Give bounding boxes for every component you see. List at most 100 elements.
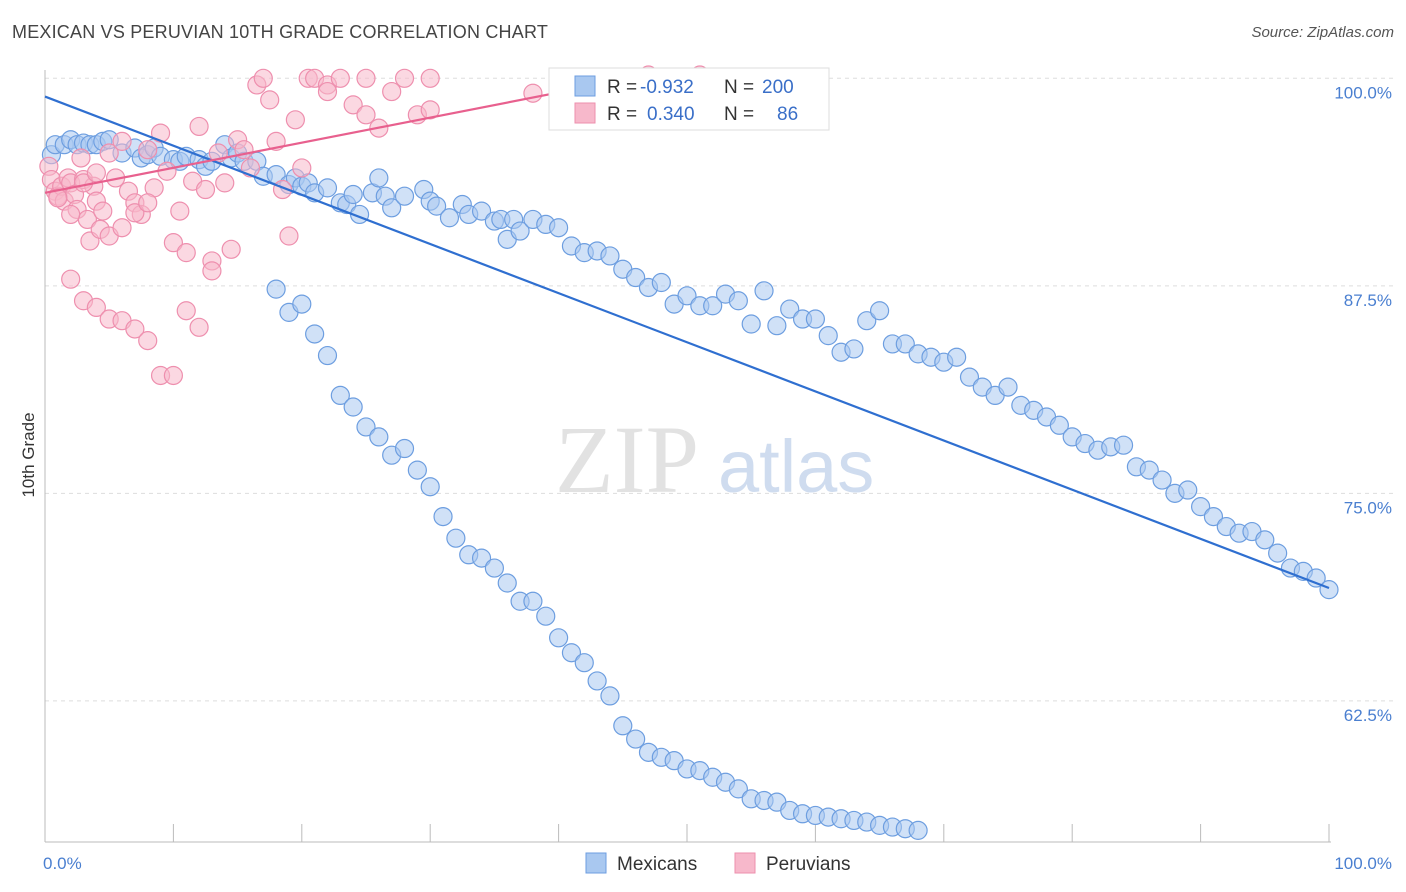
legend-r-label-1: R = bbox=[607, 77, 637, 98]
mexicans-point-102 bbox=[1113, 435, 1134, 455]
watermark-atlas: atlas bbox=[718, 425, 874, 508]
peruvians-point-62 bbox=[86, 297, 106, 318]
mexicans-point-70 bbox=[703, 296, 723, 316]
mexicans-point-135 bbox=[471, 548, 492, 568]
legend-n-label-2: N = bbox=[724, 104, 754, 125]
mexicans-point-114 bbox=[1268, 543, 1288, 563]
peruvians-trendline bbox=[44, 73, 649, 194]
mexicans-point-72 bbox=[728, 291, 748, 311]
peruvians-point-47 bbox=[285, 110, 305, 130]
peruvians-point-68 bbox=[163, 365, 183, 386]
mexicans-point-144 bbox=[587, 671, 607, 691]
peruvians-point-82 bbox=[420, 100, 440, 120]
peruvians-point-30 bbox=[176, 243, 196, 263]
peruvians-point-17 bbox=[93, 201, 113, 221]
mexicans-point-107 bbox=[1178, 480, 1198, 500]
mexicans-point-127 bbox=[369, 427, 389, 447]
mexicans-point-146 bbox=[613, 716, 633, 736]
mexicans-point-50 bbox=[471, 201, 492, 221]
mexicans-point-113 bbox=[1255, 530, 1275, 550]
peruvians-point-57 bbox=[394, 68, 415, 88]
chart-title: MEXICAN VS PERUVIAN 10TH GRADE CORRELATI… bbox=[12, 22, 549, 42]
peruvians-point-77 bbox=[112, 218, 132, 238]
peruvians-point-66 bbox=[138, 331, 158, 351]
mexicans-point-141 bbox=[548, 628, 569, 648]
peruvians-point-80 bbox=[317, 81, 338, 102]
peruvians-point-79 bbox=[138, 193, 158, 213]
mexicans-point-42 bbox=[382, 198, 402, 218]
mexicans-point-78 bbox=[805, 309, 826, 329]
legend-n-value-peruvians: 86 bbox=[777, 104, 798, 125]
peruvians-point-70 bbox=[189, 317, 209, 337]
peruvians-point-78 bbox=[125, 203, 145, 223]
mexicans-point-119 bbox=[266, 279, 286, 299]
x-tick-label-max: 100.0% bbox=[1334, 854, 1392, 873]
bottom-legend-mexicans: Mexicans bbox=[617, 854, 697, 875]
mexicans-point-66 bbox=[651, 272, 671, 293]
peruvians-point-33 bbox=[195, 179, 216, 200]
mexicans-point-145 bbox=[600, 686, 620, 706]
mexicans-point-169 bbox=[908, 820, 928, 840]
mexicans-point-68 bbox=[677, 286, 697, 306]
peruvians-point-20 bbox=[112, 131, 132, 151]
mexicans-point-82 bbox=[857, 311, 877, 331]
peruvians-point-53 bbox=[343, 95, 363, 115]
mexicans-point-137 bbox=[497, 573, 517, 593]
peruvians-point-29 bbox=[170, 201, 190, 221]
mexicans-point-122 bbox=[305, 324, 325, 344]
mexicans-point-126 bbox=[356, 417, 376, 437]
legend-r-value-peruvians: 0.340 bbox=[647, 104, 695, 125]
mexicans-point-155 bbox=[728, 779, 748, 799]
bottom-legend-swatch-mexicans bbox=[585, 852, 607, 874]
mexicans-point-76 bbox=[780, 299, 800, 319]
peruvians-point-28 bbox=[163, 233, 183, 253]
mexicans-point-142 bbox=[561, 643, 582, 663]
peruvians-point-48 bbox=[292, 158, 312, 178]
y-axis-label: 10th Grade bbox=[19, 412, 38, 497]
legend-r-label-2: R = bbox=[607, 104, 637, 125]
y-tick-label-1: 75.0% bbox=[1344, 498, 1392, 517]
peruvians-point-72 bbox=[48, 188, 68, 208]
mexicans-point-131 bbox=[420, 477, 440, 497]
bottom-legend-swatch-peruvians bbox=[734, 852, 756, 874]
mexicans-point-129 bbox=[394, 438, 415, 459]
mexicans-point-40 bbox=[369, 168, 389, 188]
legend-swatch-mexicans bbox=[574, 75, 596, 97]
series-legend: Mexicans Peruvians bbox=[585, 852, 851, 875]
legend-r-value-mexicans: -0.932 bbox=[640, 77, 694, 98]
mexicans-point-79 bbox=[818, 326, 838, 346]
mexicans-point-83 bbox=[869, 301, 890, 321]
peruvians-point-69 bbox=[176, 301, 196, 321]
y-tick-label-2: 87.5% bbox=[1344, 291, 1392, 310]
mexicans-point-97 bbox=[1049, 415, 1069, 435]
mexicans-point-105 bbox=[1152, 470, 1172, 490]
peruvians-point-24 bbox=[138, 140, 158, 160]
mexicans-point-136 bbox=[484, 558, 504, 578]
mexicans-point-109 bbox=[1203, 506, 1224, 527]
mexicans-point-81 bbox=[844, 339, 864, 359]
peruvians-point-52 bbox=[330, 68, 350, 88]
mexicans-point-143 bbox=[574, 653, 594, 673]
mexicans-point-130 bbox=[407, 460, 427, 480]
y-tick-label-0: 62.5% bbox=[1344, 706, 1392, 725]
peruvians-point-26 bbox=[150, 123, 171, 143]
peruvians-point-73 bbox=[61, 204, 81, 225]
mexicans-point-140 bbox=[536, 606, 556, 626]
x-tick-label-min: 0.0% bbox=[43, 854, 82, 873]
mexicans-point-90 bbox=[959, 367, 980, 387]
peruvians-point-42 bbox=[253, 68, 273, 88]
mexicans-point-64 bbox=[626, 267, 646, 288]
watermark-zip: ZIP bbox=[555, 406, 699, 513]
y-tick-labels: 62.5% 75.0% 87.5% 100.0% bbox=[1334, 83, 1392, 725]
mexicans-point-121 bbox=[292, 294, 312, 314]
legend-n-value-mexicans: 200 bbox=[762, 77, 794, 98]
mexicans-point-43 bbox=[394, 186, 415, 206]
peruvians-point-10 bbox=[71, 148, 91, 168]
peruvians-point-71 bbox=[202, 261, 222, 281]
peruvians-point-43 bbox=[260, 90, 280, 110]
mexicans-trendline bbox=[44, 95, 1330, 590]
peruvians-point-46 bbox=[279, 226, 299, 246]
correlation-legend: R = -0.932 N = 200 R = 0.340 N = 86 bbox=[548, 67, 830, 131]
trendlines bbox=[44, 73, 1330, 590]
